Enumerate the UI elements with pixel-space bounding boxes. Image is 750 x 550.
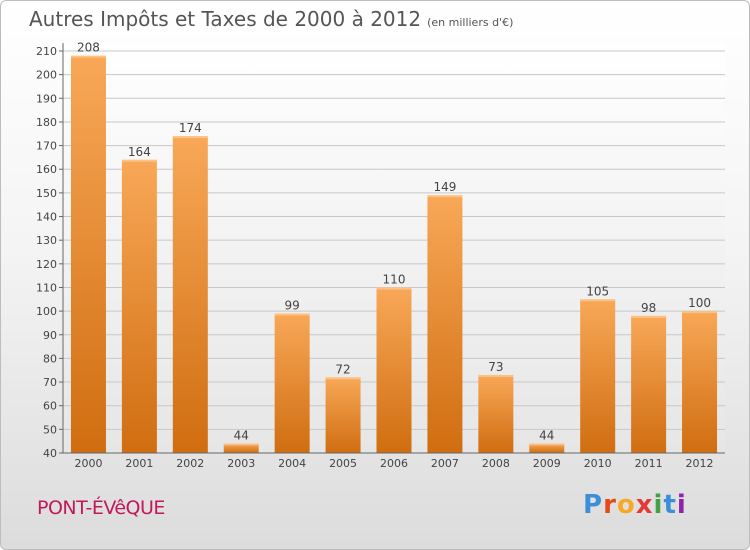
bar-value-label: 149 <box>433 180 456 194</box>
bar-highlight <box>70 55 106 58</box>
x-tick-label: 2008 <box>482 457 510 470</box>
logo-letter: i <box>676 490 687 520</box>
bar-value-label: 99 <box>285 298 300 312</box>
bar-highlight <box>427 195 463 198</box>
y-tick-label: 60 <box>43 400 57 413</box>
bar-value-label: 100 <box>688 296 711 310</box>
bar <box>529 443 565 453</box>
bar-value-label: 164 <box>128 145 151 159</box>
bar-value-label: 110 <box>383 272 406 286</box>
bar-highlight <box>121 159 157 162</box>
y-tick-label: 40 <box>43 447 57 460</box>
x-tick-label: 2011 <box>635 457 663 470</box>
bar <box>631 315 667 453</box>
bar-highlight <box>274 313 310 316</box>
x-tick-label: 2006 <box>380 457 408 470</box>
commune-name: PONT-ÉVêQUE <box>37 497 165 519</box>
x-tick-label: 2007 <box>431 457 459 470</box>
bar-value-label: 98 <box>641 301 656 315</box>
x-tick-label: 2005 <box>329 457 357 470</box>
y-tick-label: 120 <box>36 258 57 271</box>
y-tick-label: 130 <box>36 234 57 247</box>
logo-letter: P <box>583 490 604 520</box>
x-tick-label: 2002 <box>176 457 204 470</box>
y-tick-label: 110 <box>36 281 57 294</box>
bar <box>478 374 514 453</box>
y-tick-label: 170 <box>36 140 57 153</box>
y-tick-label: 80 <box>43 352 57 365</box>
y-tick-label: 50 <box>43 423 57 436</box>
bar-highlight <box>580 299 616 302</box>
bar <box>172 136 208 454</box>
y-tick-label: 100 <box>36 305 57 318</box>
bar-highlight <box>325 377 361 380</box>
x-tick-label: 2003 <box>227 457 255 470</box>
bar-value-label: 72 <box>335 362 350 376</box>
y-tick-label: 70 <box>43 376 57 389</box>
bar <box>580 299 616 453</box>
x-tick-label: 2000 <box>74 457 102 470</box>
chart-title-main: Autres Impôts et Taxes de 2000 à 2012 <box>29 7 422 31</box>
bar-value-label: 44 <box>234 429 249 443</box>
y-tick-label: 150 <box>36 187 57 200</box>
bar-value-label: 208 <box>77 41 100 55</box>
y-tick-label: 200 <box>36 69 57 82</box>
bar <box>325 377 361 453</box>
bar-highlight <box>223 443 259 446</box>
bar <box>427 195 463 453</box>
bar <box>682 311 718 453</box>
bar-highlight <box>529 443 565 446</box>
bar-value-label: 73 <box>488 360 503 374</box>
y-tick-label: 90 <box>43 329 57 342</box>
bar <box>223 443 259 453</box>
logo-letter: t <box>663 490 677 520</box>
x-tick-label: 2004 <box>278 457 306 470</box>
bar-value-label: 44 <box>539 429 554 443</box>
x-tick-label: 2012 <box>686 457 714 470</box>
y-tick-label: 190 <box>36 92 57 105</box>
logo-letter: i <box>653 490 664 520</box>
y-tick-label: 160 <box>36 163 57 176</box>
bar-value-label: 105 <box>586 284 609 298</box>
bar <box>376 287 412 453</box>
y-tick-label: 180 <box>36 116 57 129</box>
bar <box>121 159 157 453</box>
bar-highlight <box>682 311 718 314</box>
y-tick-label: 140 <box>36 211 57 224</box>
bar-highlight <box>631 315 667 318</box>
x-tick-label: 2001 <box>125 457 153 470</box>
x-tick-label: 2009 <box>533 457 561 470</box>
bar <box>274 313 310 453</box>
chart-title-unit: (en milliers d'€) <box>427 16 514 29</box>
logo-letter: x <box>635 490 654 520</box>
chart-title: Autres Impôts et Taxes de 2000 à 2012 (en… <box>29 7 513 31</box>
bar-value-label: 174 <box>179 121 202 135</box>
x-tick-label: 2010 <box>584 457 612 470</box>
bar-highlight <box>376 287 412 290</box>
proxiti-logo: Proxiti <box>583 490 687 520</box>
bar-highlight <box>478 374 514 377</box>
bar-highlight <box>172 136 208 139</box>
y-tick-label: 210 <box>36 45 57 58</box>
logo-letter: o <box>616 490 636 520</box>
bar <box>70 55 106 454</box>
logo-letter: r <box>603 490 617 520</box>
